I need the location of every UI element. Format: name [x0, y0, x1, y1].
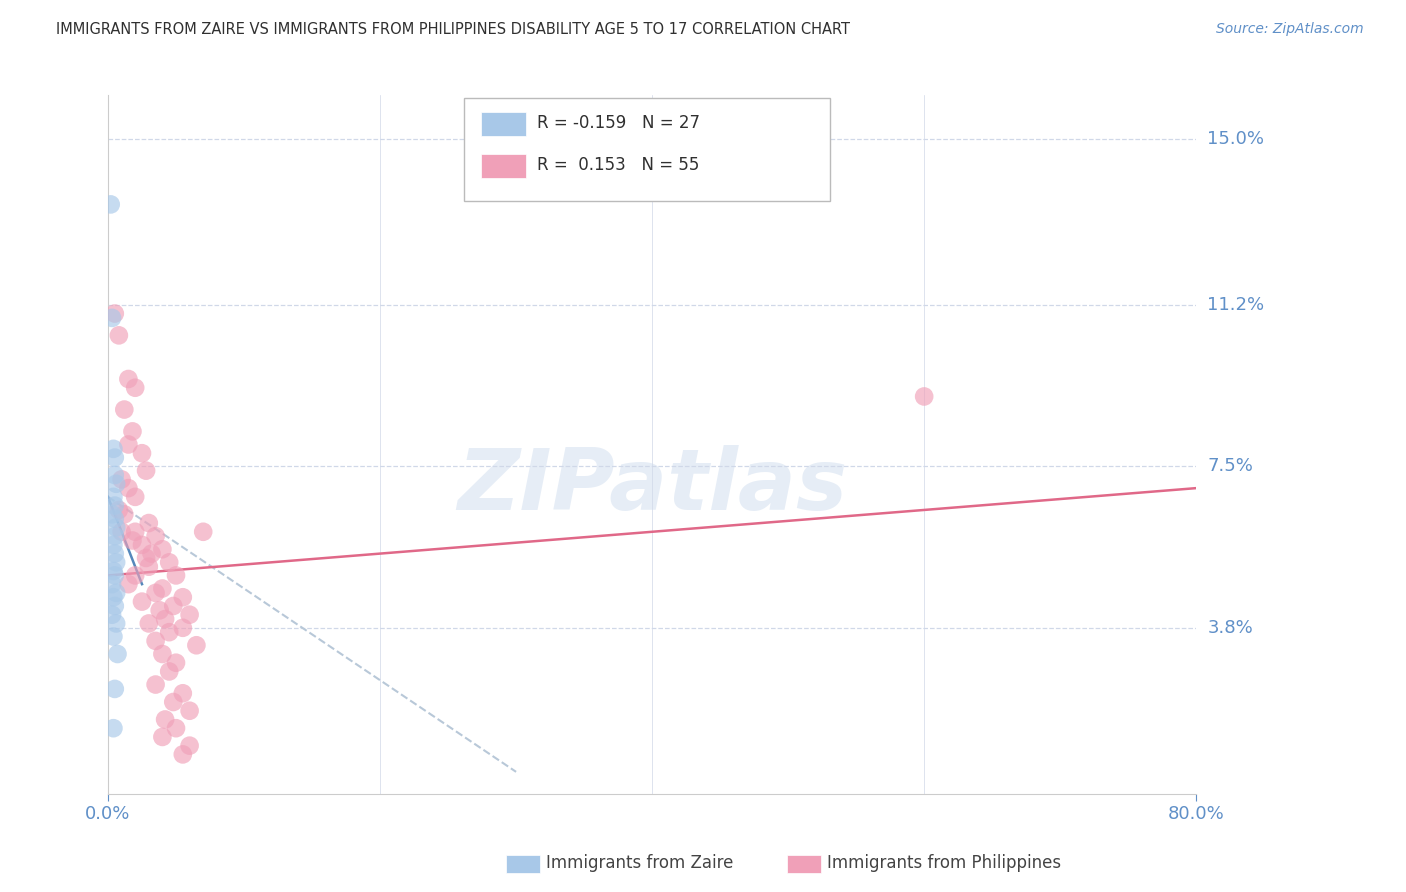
Point: [152, 647, 174, 661]
Point: [131, 538, 153, 552]
Point: [186, 638, 208, 652]
Point: [162, 695, 184, 709]
Point: [153, 713, 176, 727]
Point: [103, 721, 125, 735]
Point: [103, 538, 125, 552]
Point: [152, 582, 174, 596]
Point: [152, 542, 174, 557]
Point: [117, 372, 139, 386]
Point: [165, 721, 187, 735]
Point: [100, 197, 122, 211]
Point: [179, 704, 201, 718]
Point: [103, 490, 125, 504]
Point: [117, 481, 139, 495]
Point: [172, 747, 194, 762]
Point: [157, 665, 180, 679]
Point: [138, 616, 160, 631]
Point: [103, 564, 125, 578]
Text: R = -0.159   N = 27: R = -0.159 N = 27: [537, 114, 700, 132]
Text: 3.8%: 3.8%: [1208, 619, 1253, 637]
Point: [124, 490, 146, 504]
Point: [112, 402, 135, 417]
Point: [152, 730, 174, 744]
Point: [117, 577, 139, 591]
Point: [145, 677, 167, 691]
Point: [124, 568, 146, 582]
Point: [153, 612, 176, 626]
Text: Immigrants from Zaire: Immigrants from Zaire: [546, 855, 733, 872]
Point: [105, 586, 128, 600]
Point: [157, 555, 180, 569]
Point: [105, 520, 128, 534]
Point: [101, 310, 124, 325]
Point: [110, 524, 132, 539]
Point: [112, 508, 135, 522]
Point: [104, 547, 127, 561]
Point: [912, 389, 935, 403]
Point: [105, 476, 128, 491]
Point: [172, 686, 194, 700]
Point: [103, 630, 125, 644]
Point: [138, 559, 160, 574]
Text: R =  0.153   N = 55: R = 0.153 N = 55: [537, 156, 699, 174]
Point: [135, 464, 157, 478]
Point: [157, 625, 180, 640]
Point: [121, 425, 143, 439]
Text: Immigrants from Philippines: Immigrants from Philippines: [827, 855, 1062, 872]
Text: 11.2%: 11.2%: [1208, 296, 1264, 314]
Point: [179, 607, 201, 622]
Point: [172, 591, 194, 605]
Point: [141, 547, 163, 561]
Point: [121, 533, 143, 548]
Point: [105, 616, 128, 631]
Point: [135, 551, 157, 566]
Point: [101, 508, 124, 522]
Point: [104, 568, 127, 582]
Point: [138, 516, 160, 530]
Point: [104, 599, 127, 613]
Point: [104, 306, 127, 320]
Point: [145, 633, 167, 648]
Point: [165, 568, 187, 582]
Point: [105, 555, 128, 569]
Point: [103, 591, 125, 605]
Point: [162, 599, 184, 613]
Point: [104, 499, 127, 513]
Text: 7.5%: 7.5%: [1208, 458, 1253, 475]
Point: [108, 503, 131, 517]
Point: [165, 656, 187, 670]
Point: [172, 621, 194, 635]
Text: Source: ZipAtlas.com: Source: ZipAtlas.com: [1216, 22, 1364, 37]
Text: 15.0%: 15.0%: [1208, 130, 1264, 148]
Point: [145, 586, 167, 600]
Point: [124, 381, 146, 395]
Point: [107, 647, 129, 661]
Point: [104, 529, 127, 543]
Point: [131, 446, 153, 460]
Text: IMMIGRANTS FROM ZAIRE VS IMMIGRANTS FROM PHILIPPINES DISABILITY AGE 5 TO 17 CORR: IMMIGRANTS FROM ZAIRE VS IMMIGRANTS FROM…: [56, 22, 851, 37]
Point: [101, 607, 124, 622]
Point: [131, 594, 153, 608]
Point: [149, 603, 172, 617]
Point: [108, 328, 131, 343]
Point: [117, 437, 139, 451]
Point: [124, 524, 146, 539]
Point: [104, 450, 127, 465]
Point: [104, 681, 127, 696]
Point: [101, 577, 124, 591]
Point: [104, 468, 127, 483]
Point: [193, 524, 215, 539]
Point: [179, 739, 201, 753]
Point: [145, 529, 167, 543]
Point: [110, 472, 132, 486]
Text: ZIPatlas: ZIPatlas: [457, 445, 848, 528]
Point: [103, 442, 125, 456]
Point: [104, 511, 127, 525]
